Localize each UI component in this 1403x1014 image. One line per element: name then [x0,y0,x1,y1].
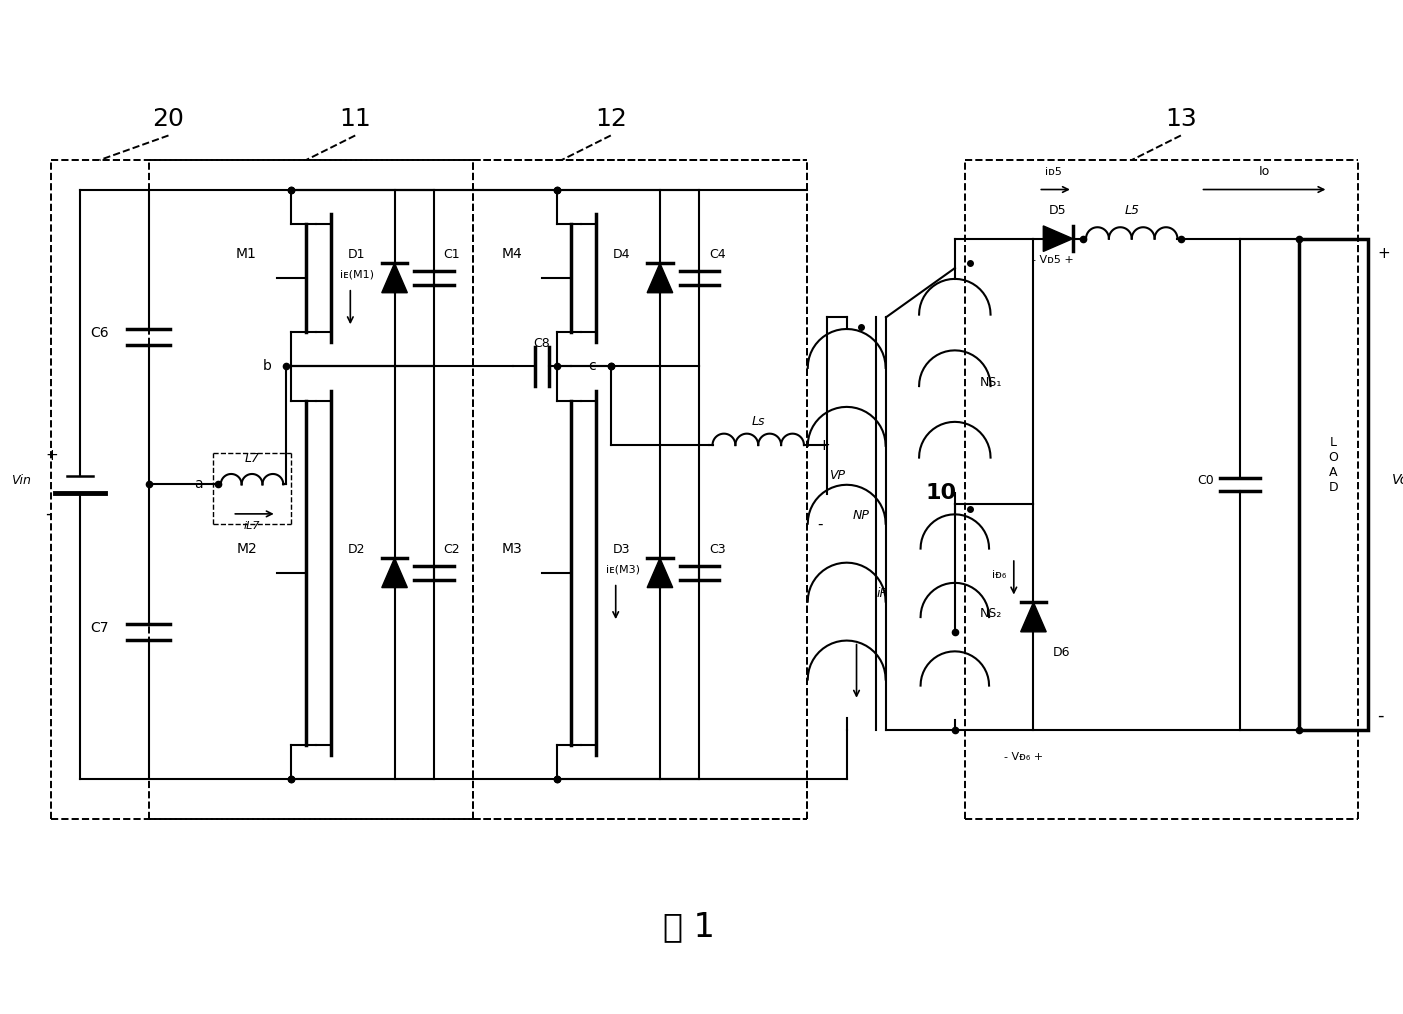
Text: M2: M2 [236,542,257,557]
Text: D5: D5 [1049,204,1066,217]
Text: 10: 10 [926,483,957,503]
Text: L5: L5 [1124,204,1139,217]
Text: VP: VP [829,469,845,483]
Text: M3: M3 [502,542,522,557]
Polygon shape [647,558,672,587]
Text: +: + [1378,246,1390,262]
Text: L
O
A
D: L O A D [1329,436,1338,494]
Text: M4: M4 [502,247,522,262]
Text: a: a [194,478,203,492]
Polygon shape [382,558,407,587]
Text: D3: D3 [613,544,630,557]
Text: b: b [262,359,272,373]
Text: -: - [1378,707,1383,724]
Text: NP: NP [853,509,870,522]
Text: NS₁: NS₁ [979,376,1002,389]
Text: D2: D2 [348,544,365,557]
Text: c: c [588,359,596,373]
Polygon shape [1020,602,1047,632]
Text: - Vᴆ₆ +: - Vᴆ₆ + [1005,751,1044,762]
Polygon shape [382,264,407,293]
Text: D6: D6 [1054,646,1070,659]
Text: C7: C7 [90,621,109,635]
Text: C4: C4 [709,248,725,262]
Text: 20: 20 [153,106,184,131]
Text: iP: iP [877,587,887,600]
Text: 12: 12 [595,106,627,131]
Text: - Vᴅ5 +: - Vᴅ5 + [1033,256,1073,266]
Text: Vin: Vin [11,475,31,488]
Text: D1: D1 [348,248,365,262]
Text: iᴇ(M1): iᴇ(M1) [341,270,375,280]
Polygon shape [1044,226,1073,251]
Text: Vo: Vo [1392,474,1403,488]
Text: iᴆ₆: iᴆ₆ [992,570,1006,580]
Text: M1: M1 [236,247,257,262]
Text: Ls: Ls [752,416,765,429]
Polygon shape [647,264,672,293]
Text: C0: C0 [1197,475,1214,488]
Text: Io: Io [1258,164,1270,177]
Text: 图 1: 图 1 [664,911,716,943]
Text: C3: C3 [709,544,725,557]
Text: 11: 11 [340,106,372,131]
Text: -: - [817,516,822,531]
Text: iᴅ5: iᴅ5 [1045,166,1062,176]
Text: 13: 13 [1164,106,1197,131]
Text: -: - [46,505,52,523]
Text: D4: D4 [613,248,630,262]
Text: iᴇ(M3): iᴇ(M3) [606,565,640,575]
Text: C2: C2 [443,544,460,557]
Text: C8: C8 [533,337,550,350]
Text: +: + [46,448,59,462]
Text: C6: C6 [90,325,109,340]
Text: C1: C1 [443,248,460,262]
Text: NS₂: NS₂ [979,607,1002,621]
Text: +: + [817,438,831,453]
Text: iL7: iL7 [244,520,261,530]
Text: L7: L7 [244,452,260,464]
